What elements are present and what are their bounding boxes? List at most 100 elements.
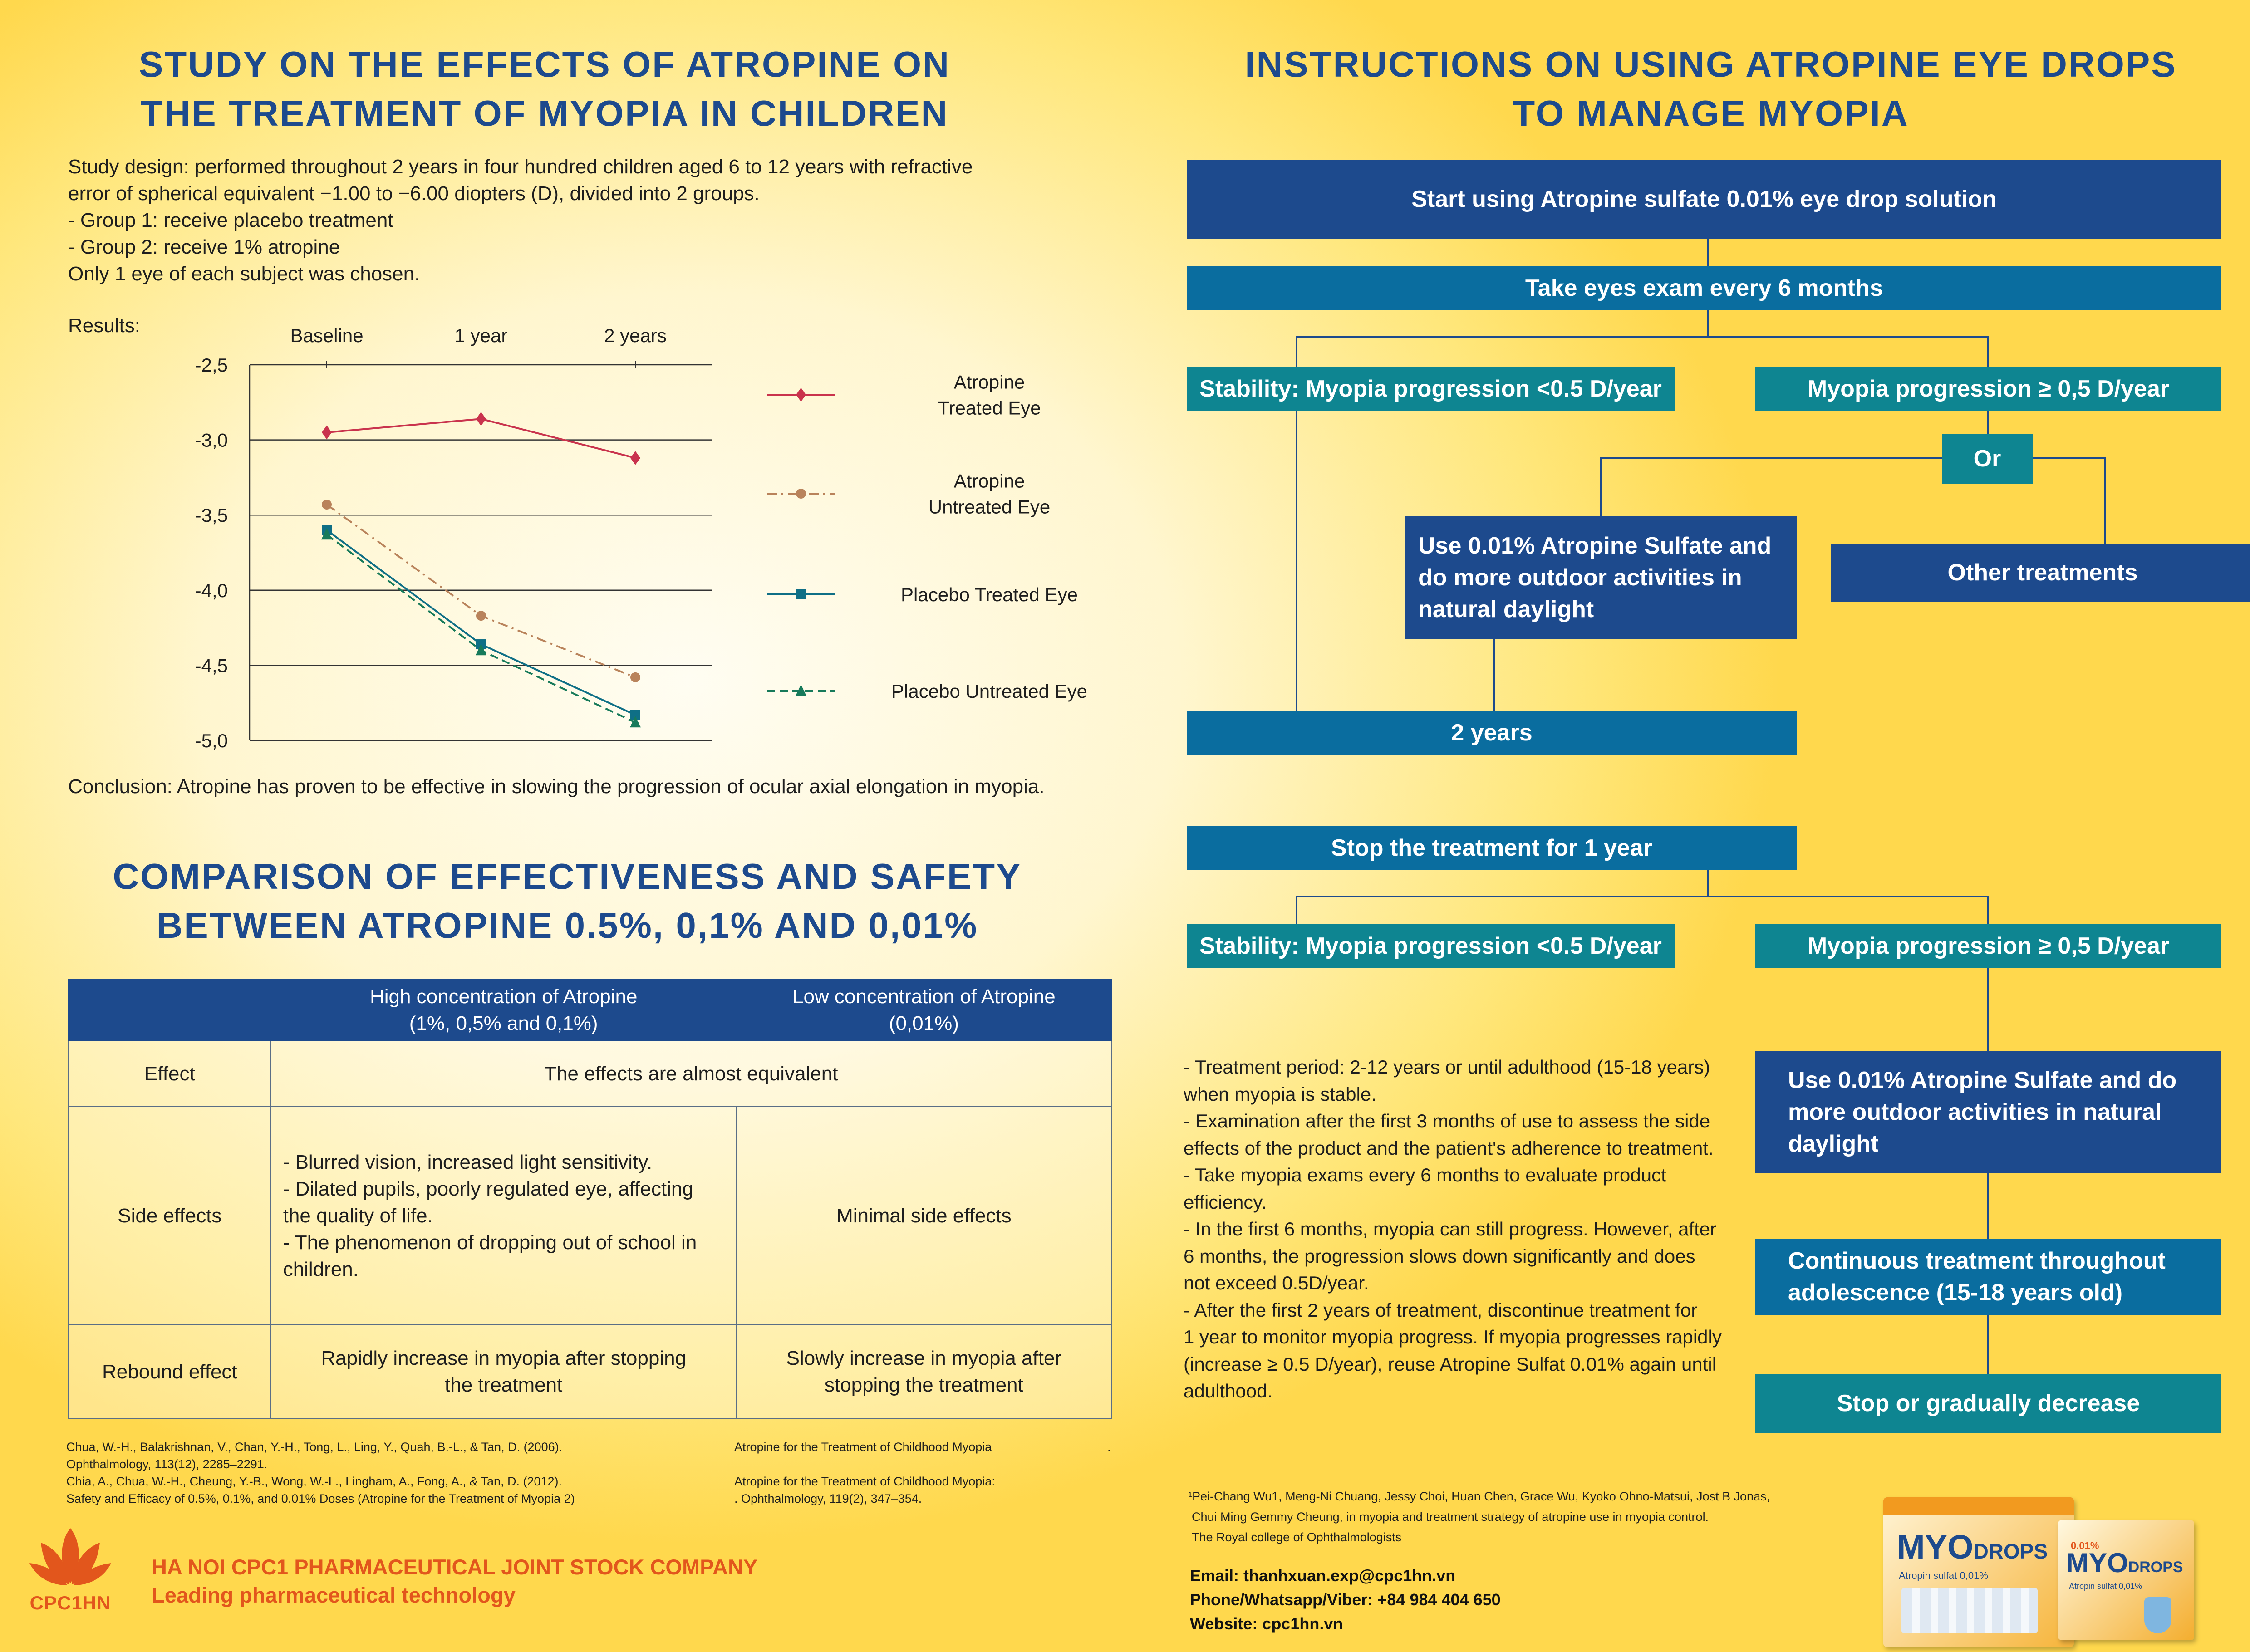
comparison-title-line-1: COMPARISON OF EFFECTIVENESS AND SAFETY — [113, 856, 1022, 897]
company-name: HA NOI CPC1 PHARMACEUTICAL JOINT STOCK C… — [152, 1555, 758, 1579]
brand-myo-small: MYO — [2066, 1548, 2128, 1578]
legend-label: Placebo Treated Eye — [901, 584, 1078, 605]
product-box-small: 0.01% MYODROPS Atropin sulfat 0,01% — [2058, 1520, 2194, 1640]
table-header-cell: Low concentration of Atropine (0,01%) — [736, 979, 1112, 1041]
table-row: Effect The effects are almost equivalent — [68, 1040, 1112, 1107]
rebound-low: Slowly increase in myopia after stopping… — [736, 1324, 1112, 1419]
lotus-icon — [29, 1528, 111, 1585]
side-effects-high: - Blurred vision, increased light sensit… — [270, 1106, 737, 1325]
y-tick-label: -3,5 — [195, 505, 228, 526]
comparison-table: High concentration of Atropine (1%, 0,5%… — [68, 979, 1112, 1419]
connector — [1987, 1173, 1989, 1239]
start-box: Start using Atropine sulfate 0.01% eye d… — [1187, 160, 2221, 239]
stability-box-2: Stability: Myopia progression <0.5 D/yea… — [1187, 924, 1675, 968]
reference-line: The Royal college of Ophthalmologists — [1192, 1530, 1402, 1544]
y-tick-label: -3,0 — [195, 430, 228, 451]
brand-drops-small: DROPS — [2128, 1559, 2183, 1576]
reference-dot: . — [1107, 1440, 1111, 1454]
exam-box: Take eyes exam every 6 months — [1187, 266, 2221, 310]
connector — [1600, 457, 1942, 459]
stop-treatment-box: Stop the treatment for 1 year — [1187, 826, 1797, 870]
legend-label: Atropine — [954, 471, 1025, 492]
reference-line: Atropine for the Treatment of Childhood … — [734, 1475, 995, 1488]
x-tick-label: Baseline — [290, 325, 363, 346]
legend-marker — [796, 589, 806, 599]
table-header-cell — [68, 979, 271, 1041]
progression-box-1: Myopia progression ≥ 0,5 D/year — [1755, 367, 2221, 411]
x-tick-label: 1 year — [455, 325, 508, 346]
right-title: INSTRUCTIONS ON USING ATROPINE EYE DROPS… — [1166, 40, 2250, 138]
study-design: Study design: performed throughout 2 yea… — [68, 153, 1112, 287]
or-box: Or — [1942, 434, 2033, 484]
product-subtitle: Atropin sulfat 0,01% — [1899, 1570, 1988, 1581]
data-point — [629, 716, 641, 728]
connector — [1987, 968, 1989, 1051]
connector — [1296, 336, 1989, 338]
product-brand: MYODROPS — [1897, 1529, 2048, 1569]
contact-phone[interactable]: Phone/Whatsapp/Viber: +84 984 404 650 — [1190, 1590, 1501, 1609]
data-point — [476, 412, 486, 426]
note-line: - Take myopia exams every 6 months to ev… — [1184, 1164, 1666, 1186]
reference-line — [734, 1456, 1097, 1473]
note-line: 1 year to monitor myopia progress. If my… — [1184, 1326, 1722, 1348]
connector — [1987, 411, 1989, 434]
connector — [1296, 896, 1989, 897]
connector — [2033, 457, 2106, 459]
product-brand-small: MYODROPS — [2066, 1548, 2183, 1582]
study-design-line: - Group 2: receive 1% atropine — [68, 236, 340, 258]
connector — [1707, 310, 1709, 337]
connector — [1296, 336, 1297, 367]
y-tick-label: -4,0 — [195, 580, 228, 601]
note-line: 6 months, the progression slows down sig… — [1184, 1245, 1695, 1267]
study-design-line: error of spherical equivalent −1.00 to −… — [68, 182, 760, 205]
left-title-line-1: STUDY ON THE EFFECTS OF ATROPINE ON — [138, 44, 951, 84]
series-line — [326, 529, 636, 716]
legend-label: Treated Eye — [938, 397, 1041, 419]
row-label-rebound: Rebound effect — [68, 1324, 271, 1419]
contact-website[interactable]: Website: cpc1hn.vn — [1190, 1614, 1343, 1633]
table-header-cell: High concentration of Atropine (1%, 0,5%… — [270, 979, 737, 1041]
company-logo: CPC1HN — [27, 1525, 113, 1615]
two-years-box: 2 years — [1187, 711, 1797, 755]
product-badge: 0.01% — [2071, 1540, 2099, 1551]
table-row: Side effects - Blurred vision, increased… — [68, 1106, 1112, 1325]
y-tick-label: -4,5 — [195, 655, 228, 676]
connector — [1987, 896, 1989, 924]
comparison-title: COMPARISON OF EFFECTIVENESS AND SAFETY B… — [45, 852, 1089, 950]
results-label: Results: — [68, 314, 140, 337]
reference-line: ¹Pei-Chang Wu1, Meng-Ni Chuang, Jessy Ch… — [1188, 1490, 1770, 1503]
reference-line: Ophthalmology, 113(12), 2285–2291. — [66, 1457, 268, 1471]
other-treatments-box: Other treatments — [1831, 544, 2250, 602]
left-title-line-2: THE TREATMENT OF MYOPIA IN CHILDREN — [140, 93, 949, 133]
company-tagline: Leading pharmaceutical technology — [152, 1583, 516, 1607]
reference-line: Atropine for the Treatment of Childhood … — [734, 1440, 992, 1454]
treatment-notes: - Treatment period: 2-12 years or until … — [1184, 1054, 1728, 1405]
contact-email[interactable]: Email: thanhxuan.exp@cpc1hn.vn — [1190, 1566, 1456, 1585]
right-title-line-2: TO MANAGE MYOPIA — [1513, 93, 1909, 133]
legend-marker — [795, 684, 807, 696]
note-line: efficiency. — [1184, 1191, 1267, 1213]
brand-drops: DROPS — [1973, 1539, 2048, 1563]
table-row: Rebound effect Rapidly increase in myopi… — [68, 1324, 1112, 1419]
study-design-line: Study design: performed throughout 2 yea… — [68, 156, 973, 178]
product-subtitle-small: Atropin sulfat 0,01% — [2069, 1582, 2142, 1591]
stability-box-1: Stability: Myopia progression <0.5 D/yea… — [1187, 367, 1675, 411]
note-line: not exceed 0.5D/year. — [1184, 1272, 1369, 1294]
right-title-line-1: INSTRUCTIONS ON USING ATROPINE EYE DROPS — [1245, 44, 2177, 84]
data-point — [630, 672, 640, 682]
note-line: effects of the product and the patient's… — [1184, 1137, 1714, 1159]
legend-marker — [796, 489, 806, 499]
connector — [1296, 896, 1297, 924]
legend-marker — [796, 387, 806, 402]
myopia-progression-chart: -2,5 -3,0 -3,5 -4,0 -4,5 -5,0 Baseline 1 year 2 … — [195, 325, 1087, 751]
data-point — [630, 451, 640, 465]
connector — [1707, 870, 1709, 897]
contact-info: Email: thanhxuan.exp@cpc1hn.vn Phone/Wha… — [1190, 1564, 1501, 1636]
dropper-icon — [2144, 1597, 2171, 1633]
comparison-title-line-2: BETWEEN ATROPINE 0.5%, 0,1% AND 0,01% — [156, 905, 978, 946]
table-header-row: High concentration of Atropine (1%, 0,5%… — [68, 979, 1112, 1041]
row-label-effect: Effect — [68, 1040, 271, 1107]
side-effects-low: Minimal side effects — [736, 1106, 1112, 1325]
connector — [1296, 411, 1297, 711]
rebound-high: Rapidly increase in myopia after stoppin… — [270, 1324, 737, 1419]
